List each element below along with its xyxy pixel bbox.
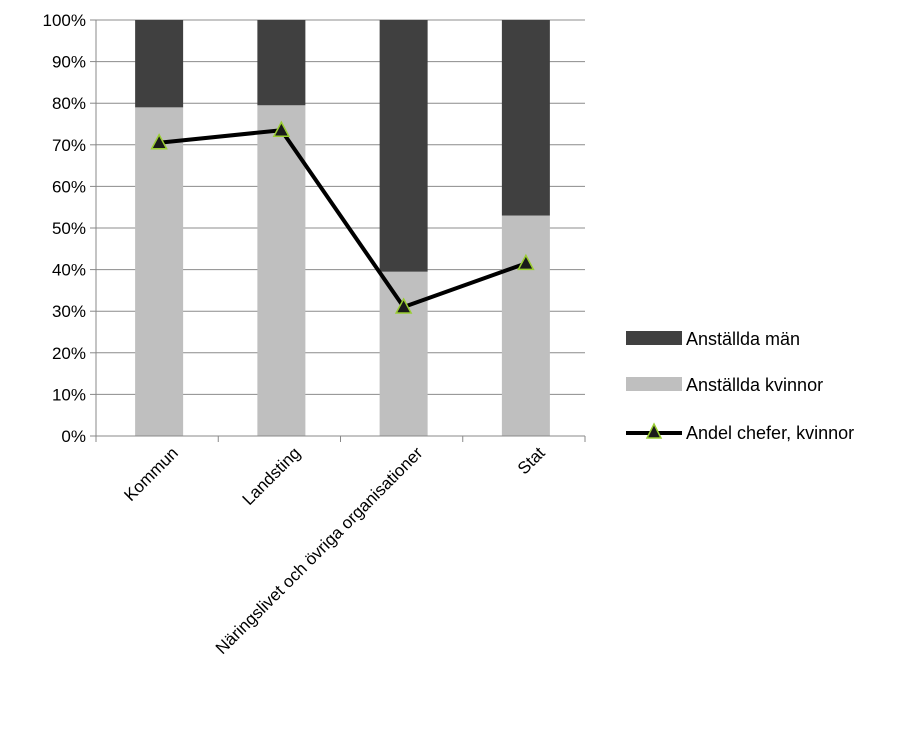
line-point-marker [394,297,413,314]
legend-label-anstallda-kvinnor: Anställda kvinnor [686,375,823,395]
legend-swatch-andel-chefer-marker [645,422,663,439]
line-andel-chefer-kvinnor [158,128,527,310]
line-point-marker [517,253,535,271]
y-tick-label: 60% [52,177,86,196]
bar-anst-llda-m-n [257,20,306,106]
line-series [150,120,535,314]
x-tick-label: Stat [514,443,549,478]
y-tick-label: 70% [52,136,86,155]
bar-anst-llda-m-n [135,20,184,108]
bar-anst-llda-kvinnor [257,105,306,436]
y-tick-label: 30% [52,302,86,321]
y-tick-label: 50% [52,219,86,238]
axes [90,19,586,442]
y-tick-label: 100% [43,11,86,30]
legend-label-andel-chefer: Andel chefer, kvinnor [686,423,854,443]
legend-swatch-anstallda-kvinnor [626,377,682,391]
line-point-marker [272,120,291,137]
legend: Anställda män Anställda kvinnor Andel ch… [626,329,854,443]
bar-anst-llda-kvinnor [135,107,184,437]
bars [135,20,550,437]
bar-anst-llda-m-n [501,20,550,216]
legend-swatch-anstallda-man [626,331,682,345]
y-tick-label: 40% [52,261,86,280]
y-tick-label: 0% [61,427,86,446]
legend-label-anstallda-man: Anställda män [686,329,800,349]
x-tick-label: Landsting [239,443,305,509]
bar-anst-llda-m-n [379,20,428,272]
y-tick-label: 80% [52,94,86,113]
bar-anst-llda-kvinnor [501,215,550,436]
line-point-marker [150,133,168,150]
bar-anst-llda-kvinnor [379,271,428,436]
y-tick-label: 90% [52,53,86,72]
x-tick-label: Näringslivet och övriga organisationer [212,443,427,658]
x-tick-label: Kommun [120,443,182,505]
y-tick-labels: 0% 10% 20% 30% 40% 50% 60% 70% 80% 90% 100% [43,11,86,446]
y-tick-label: 10% [52,385,86,404]
y-tick-label: 20% [52,344,86,363]
